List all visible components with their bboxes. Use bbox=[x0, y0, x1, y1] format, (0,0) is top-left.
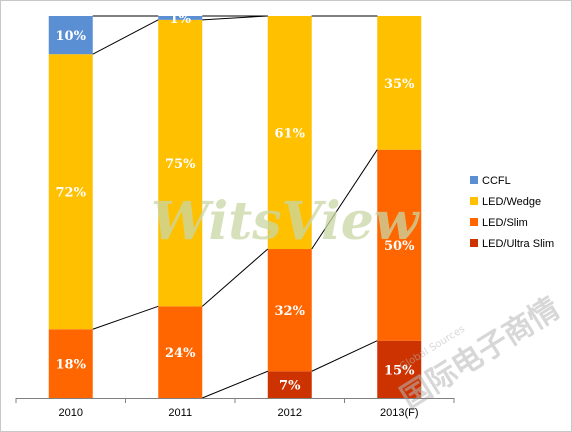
bar-led-wedge-2011 bbox=[158, 19, 203, 307]
data-label-led-wedge-2010: 72% bbox=[56, 186, 87, 201]
segment-labels: 18% 72% 10% 24% 75% 1% 7% 32% 61% 15% 50% 35% bbox=[56, 12, 416, 394]
bar-ccfl-2011 bbox=[158, 16, 203, 20]
data-label-led-slim-2013-f: 50% bbox=[384, 239, 415, 254]
legend-swatch-ccfl bbox=[470, 176, 478, 184]
connector-lines bbox=[92, 15, 378, 399]
connector-line bbox=[92, 305, 159, 330]
bar-led-slim-2013-f bbox=[377, 149, 422, 341]
connector-line bbox=[201, 248, 269, 307]
x-axis: 2010 2011 2012 2013(F) bbox=[15, 398, 455, 419]
x-tick-label-2013-f: 2013(F) bbox=[380, 407, 419, 419]
data-label-led-wedge-2013-f: 35% bbox=[384, 77, 415, 92]
watermark-brand: WitsView bbox=[151, 191, 421, 252]
data-label-led-wedge-2012: 61% bbox=[275, 127, 306, 142]
legend-label-led-slim: LED/Slim bbox=[482, 217, 528, 229]
legend-swatch-led-wedge bbox=[470, 197, 478, 205]
bar-led-ultra-slim-2013-f bbox=[377, 340, 422, 398]
bar-led-slim-2010 bbox=[48, 329, 93, 398]
connector-line bbox=[202, 370, 268, 399]
data-label-led-ultra-slim-2013-f: 15% bbox=[384, 363, 415, 378]
x-tick-label-2012: 2012 bbox=[278, 407, 302, 419]
bar-led-wedge-2012 bbox=[267, 16, 312, 250]
legend-label-led-ultra-slim: LED/Ultra Slim bbox=[482, 238, 554, 250]
bars-layer bbox=[48, 16, 422, 398]
data-label-led-slim-2010: 18% bbox=[56, 358, 87, 373]
data-label-led-slim-2012: 32% bbox=[275, 304, 306, 319]
legend-label-led-wedge: LED/Wedge bbox=[482, 196, 541, 208]
bar-led-wedge-2010 bbox=[48, 54, 93, 330]
x-tick-label-2011: 2011 bbox=[168, 407, 192, 419]
connector-line bbox=[92, 19, 159, 55]
connector-line bbox=[311, 149, 378, 250]
connector-line bbox=[311, 340, 378, 372]
data-label-led-slim-2011: 24% bbox=[165, 346, 196, 361]
legend: CCFL LED/Wedge LED/Slim LED/Ultra Slim bbox=[470, 175, 554, 250]
data-label-ccfl-2011: 1% bbox=[170, 12, 192, 27]
legend-label-ccfl: CCFL bbox=[482, 175, 511, 187]
data-label-led-wedge-2011: 75% bbox=[165, 157, 196, 172]
data-label-ccfl-2010: 10% bbox=[56, 29, 87, 44]
bar-led-slim-2011 bbox=[158, 306, 203, 398]
bar-led-slim-2012 bbox=[267, 249, 312, 372]
bar-ccfl-2010 bbox=[48, 16, 93, 55]
x-tick-label-2010: 2010 bbox=[59, 407, 83, 419]
bar-led-ultra-slim-2012 bbox=[267, 371, 312, 398]
bar-led-wedge-2013-f bbox=[377, 16, 422, 150]
legend-swatch-led-slim bbox=[470, 218, 478, 226]
data-label-led-ultra-slim-2012: 7% bbox=[279, 379, 301, 394]
legend-swatch-led-ultra-slim bbox=[470, 239, 478, 247]
connector-line bbox=[202, 15, 268, 21]
